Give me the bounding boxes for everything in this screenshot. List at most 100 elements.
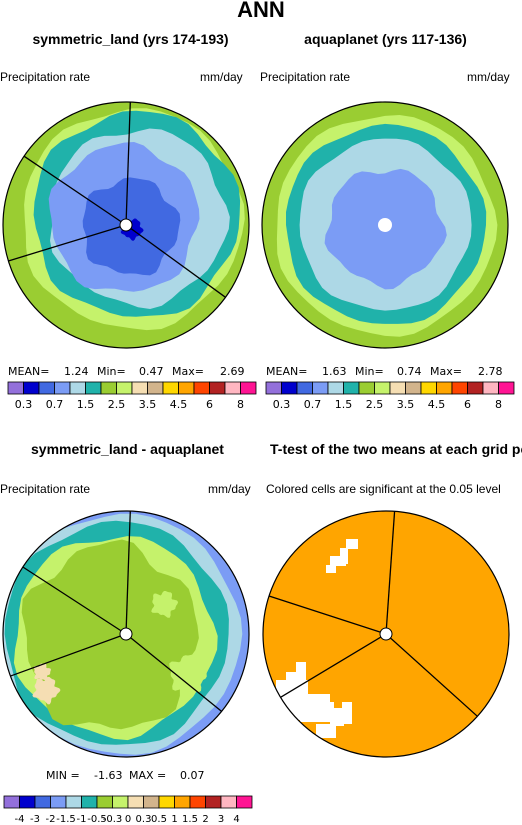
panel-1-colorbar-swatch bbox=[193, 381, 210, 395]
panel-2-colorbar-swatch bbox=[420, 381, 437, 395]
panel-2-pole-marker bbox=[378, 218, 392, 232]
panel-3-colorbar-swatch bbox=[174, 795, 191, 809]
panel-3-contour-band bbox=[33, 663, 51, 681]
panel-1-colorbar-tick-label: 8 bbox=[237, 398, 244, 411]
panel-1-colorbar-swatch bbox=[85, 381, 102, 395]
panel-3-contour-band bbox=[169, 654, 208, 693]
panel-2-colorbar-tick-label: 1.5 bbox=[335, 398, 353, 411]
panel-4-insignificant-cell bbox=[346, 539, 358, 549]
panel-4-boundary-line-2 bbox=[280, 633, 387, 698]
panel-3-colorbar-tick-label: 0.3 bbox=[136, 814, 152, 825]
panel-1-colorbar-swatch bbox=[240, 381, 257, 395]
panel-1-units-label: mm/day bbox=[200, 70, 243, 84]
panel-3-colorbar-swatch bbox=[19, 795, 36, 809]
panel-3-outline bbox=[2, 510, 250, 758]
panel-4-insignificant-cell bbox=[330, 708, 344, 726]
panel-1-boundary-line-2 bbox=[125, 224, 226, 298]
panel-3-colorbar-tick-label: -2 bbox=[46, 814, 56, 825]
panel-2-colorbar-swatch bbox=[405, 381, 422, 395]
panel-3-max-label: MAX = bbox=[129, 769, 167, 782]
panel-3-colorbar-tick-label: -3 bbox=[30, 814, 40, 825]
panel-1-colorbar-swatch bbox=[7, 381, 24, 395]
panel-3-colorbar-tick-label: 0 bbox=[125, 814, 131, 825]
panel-4-insignificant-cell bbox=[316, 724, 336, 738]
panel-2-colorbar-swatch bbox=[265, 381, 282, 395]
panel-1-colorbar-swatch bbox=[131, 381, 148, 395]
panel-3-colorbar-tick-label: -1 bbox=[77, 814, 87, 825]
panel-2-title: aquaplanet (yrs 117-136) bbox=[304, 31, 467, 47]
panel-1-colorbar-tick-label: 1.5 bbox=[77, 398, 95, 411]
panel-1-variable-label: Precipitation rate bbox=[0, 70, 91, 84]
panel-2-units-label: mm/day bbox=[467, 70, 510, 84]
panel-3-boundary-line-2 bbox=[125, 633, 222, 712]
panel-2-colorbar-swatch bbox=[343, 381, 360, 395]
panel-3-colorbar-swatch bbox=[3, 795, 20, 809]
panel-3-colorbar-swatch bbox=[143, 795, 160, 809]
page-title: ANN bbox=[237, 0, 285, 22]
panel-3-colorbar-swatch bbox=[236, 795, 253, 809]
panel-1-min-label: Min= bbox=[97, 365, 126, 378]
panel-1-colorbar-swatch bbox=[162, 381, 179, 395]
panel-4-significance bbox=[262, 510, 510, 758]
panel-1-colorbar-tick-label: 0.7 bbox=[46, 398, 64, 411]
panel-2-mean-value: 1.63 bbox=[322, 365, 347, 378]
panel-1-colorbar-swatch bbox=[116, 381, 133, 395]
panel-3-min-label: MIN = bbox=[46, 769, 80, 782]
panel-3-colorbar-swatch bbox=[189, 795, 206, 809]
panel-2-colorbar-swatch bbox=[498, 381, 515, 395]
panel-1-colorbar-tick-label: 3.5 bbox=[139, 398, 157, 411]
panel-1-colorbar-tick-label: 4.5 bbox=[170, 398, 188, 411]
panel-1-max-label: Max= bbox=[172, 365, 204, 378]
panel-1-colorbar-swatch bbox=[100, 381, 117, 395]
panel-1-min-value: 0.47 bbox=[139, 365, 164, 378]
panel-2-colorbar-swatch bbox=[451, 381, 468, 395]
panel-1-boundary-line-1 bbox=[125, 102, 131, 226]
panel-3-colorbar-tick-label: 1.5 bbox=[182, 814, 198, 825]
panel-3-boundary-line-1 bbox=[125, 511, 131, 635]
panel-3-variable-label: Precipitation rate bbox=[0, 482, 91, 496]
panel-1-colorbar-swatch bbox=[54, 381, 71, 395]
panel-2-colorbar-swatch bbox=[296, 381, 313, 395]
panel-4-title: T-test of the two means at each grid poi… bbox=[270, 441, 522, 457]
panel-4-insignificant-cell bbox=[326, 565, 336, 573]
panel-4-pole-marker bbox=[379, 627, 393, 641]
panel-3-colorbar-swatch bbox=[34, 795, 51, 809]
panel-4-insignificant-cell bbox=[296, 662, 306, 674]
panel-3-boundary-line-4 bbox=[22, 566, 127, 635]
panel-1-boundary-line-4 bbox=[23, 155, 127, 226]
panel-3-contour-band bbox=[21, 539, 199, 730]
panel-2-variable-label: Precipitation rate bbox=[260, 70, 351, 84]
panel-4-insignificant-cell bbox=[286, 672, 306, 686]
panel-3-colorbar-tick-label: 3 bbox=[218, 814, 224, 825]
panel-1-colorbar-tick-label: 6 bbox=[206, 398, 213, 411]
panel-2-colorbar-swatch bbox=[281, 381, 298, 395]
panel-1-colorbar-swatch bbox=[23, 381, 40, 395]
panel-3-boundary-line-3 bbox=[10, 633, 127, 677]
panel-2-colorbar-swatch bbox=[374, 381, 391, 395]
panel-3-pole-marker bbox=[119, 627, 133, 641]
panel-1-boundary-line-3 bbox=[8, 224, 127, 262]
panel-2-colorbar-tick-label: 8 bbox=[495, 398, 502, 411]
panel-3-colorbar-swatch bbox=[220, 795, 237, 809]
panel-3-colorbar-tick-label: 0.5 bbox=[151, 814, 167, 825]
panel-3-colorbar-tick-label: -0.3 bbox=[103, 814, 123, 825]
panel-2-colorbar-swatch bbox=[312, 381, 329, 395]
colorbars: 0.3 0.7 1.5 2.5 3.5 4.5 6 8 0.3 0.7 1.5 2.5 3.5 4.5 6 8… bbox=[3, 381, 515, 825]
panel-3-colorbar-swatch bbox=[81, 795, 98, 809]
panel-3-colorbar-swatch bbox=[158, 795, 175, 809]
panel-1-colorbar-swatch bbox=[224, 381, 241, 395]
panel-2-colorbar-tick-label: 0.3 bbox=[273, 398, 291, 411]
panel-3-colorbar-swatch bbox=[65, 795, 82, 809]
panel-3-contour-band bbox=[32, 676, 61, 705]
panel-3-title: symmetric_land - aquaplanet bbox=[31, 441, 224, 457]
panel-2-colorbar-swatch bbox=[482, 381, 499, 395]
panel-4-boundary-line-3 bbox=[385, 633, 478, 717]
panel-4-boundary-line-1 bbox=[385, 511, 396, 635]
panel-4-insignificant-cell bbox=[330, 556, 346, 566]
panel-2-min-value: 0.74 bbox=[397, 365, 422, 378]
panel-2-mean-label: MEAN= bbox=[266, 365, 308, 378]
panel-1-colorbar-swatch bbox=[178, 381, 195, 395]
panel-3-contours bbox=[2, 510, 250, 758]
panel-1-outline bbox=[2, 101, 250, 349]
